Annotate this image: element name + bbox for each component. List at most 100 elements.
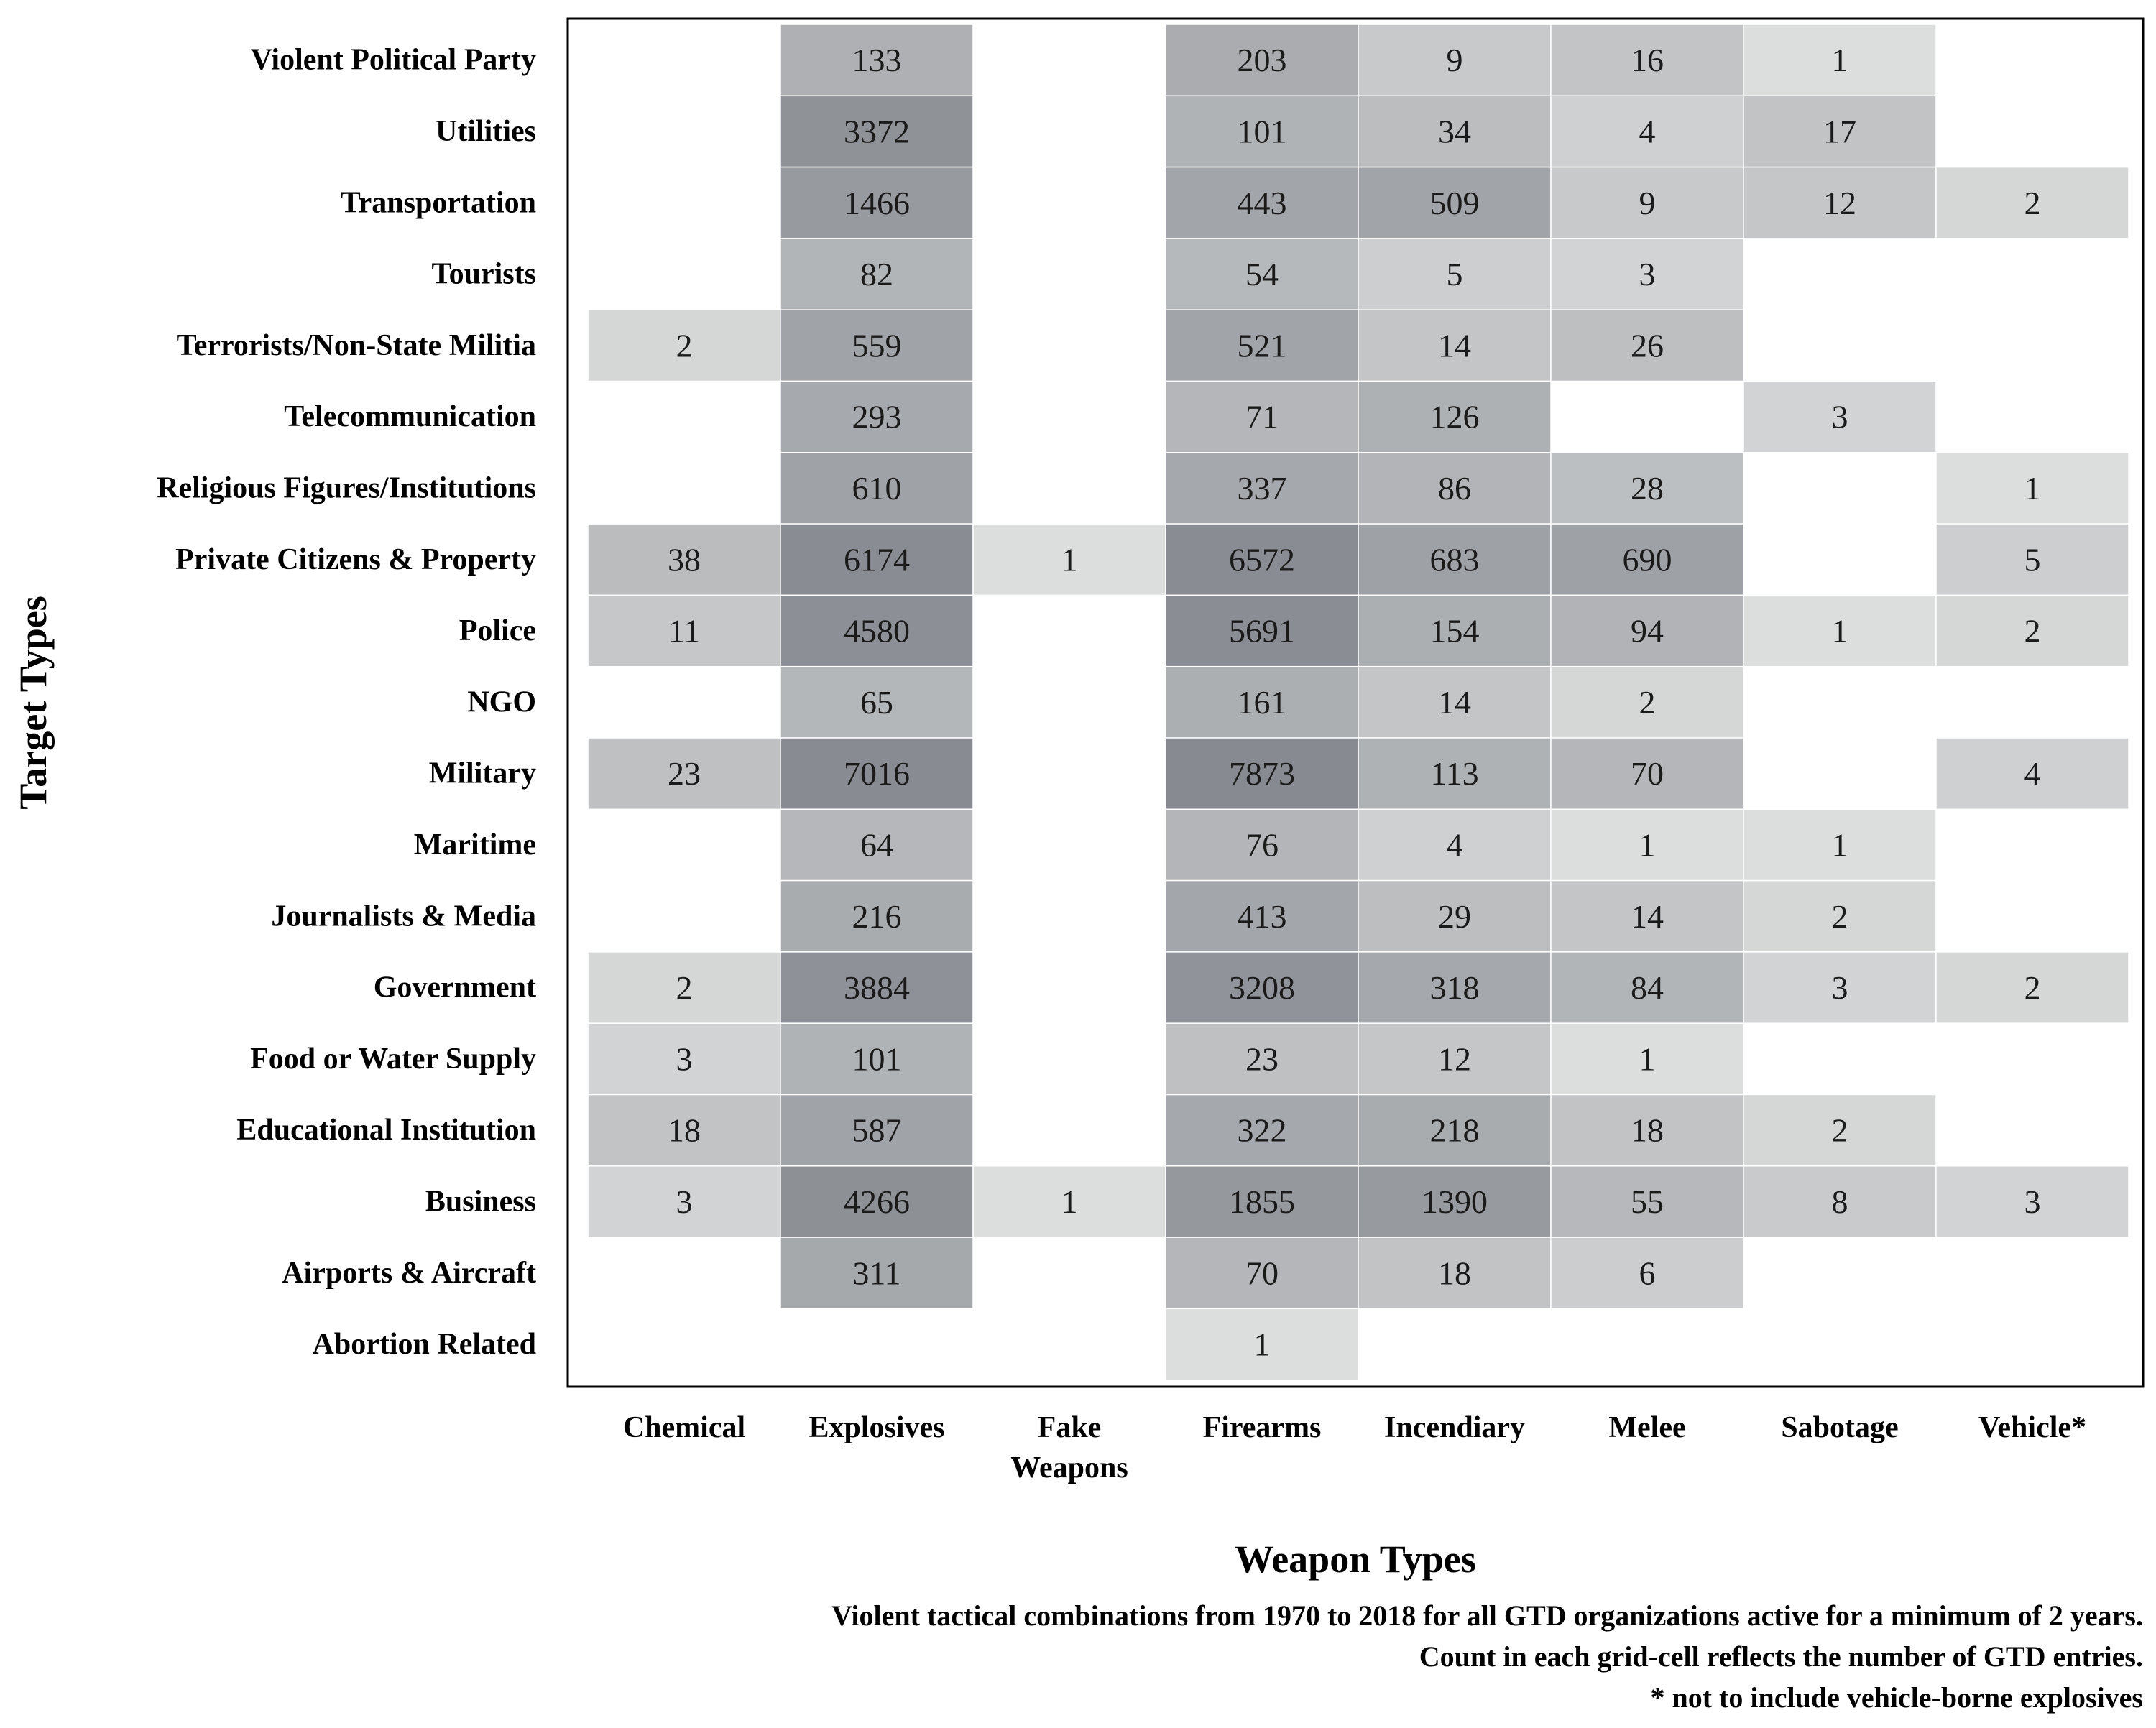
heatmap-cell	[780, 665, 974, 739]
cell-value-label: 322	[1238, 1112, 1287, 1149]
cell-value-label: 5	[2024, 541, 2041, 578]
heatmap-cell	[1550, 452, 1744, 525]
column-tick-label: Explosives	[808, 1411, 944, 1444]
heatmap-cell	[1358, 951, 1552, 1024]
heatmap-cell	[1165, 1308, 1359, 1381]
cell-value-label: 1390	[1422, 1183, 1488, 1220]
heatmap-cell	[1165, 166, 1359, 239]
caption: Violent tactical combinations from 1970 …	[831, 1599, 2143, 1714]
cell-value-label: 1	[1061, 1183, 1078, 1220]
heatmap-cell	[780, 95, 974, 168]
cell-value-label: 7873	[1229, 755, 1295, 792]
cell-value-label: 154	[1430, 613, 1480, 650]
cell-value-label: 1	[1254, 1326, 1271, 1363]
heatmap-cell	[1358, 594, 1552, 667]
cell-value-label: 1466	[844, 185, 910, 221]
heatmap-cell	[587, 523, 781, 596]
cell-value-label: 86	[1438, 470, 1471, 507]
row-tick-label: Transportation	[341, 186, 536, 219]
row-tick-label: Private Citizens & Property	[175, 543, 536, 576]
heatmap-cell	[780, 238, 974, 310]
cell-value-label: 18	[1438, 1255, 1471, 1291]
heatmap-cell	[1935, 594, 2129, 667]
heatmap-cell	[780, 523, 974, 596]
column-tick-label: Incendiary	[1384, 1411, 1525, 1444]
cell-value-label: 4266	[844, 1183, 910, 1220]
cell-value-label: 2	[676, 327, 693, 364]
heatmap-cell	[1743, 594, 1937, 667]
heatmap-cell	[780, 452, 974, 525]
cell-value-label: 3	[1832, 399, 1848, 435]
cell-value-label: 1	[1061, 541, 1078, 578]
cell-value-label: 101	[852, 1040, 902, 1077]
cell-value-label: 38	[668, 541, 701, 578]
cell-value-label: 2	[2024, 185, 2041, 221]
y-axis-title: Target Types	[11, 596, 55, 810]
cell-value-label: 82	[860, 256, 893, 292]
heatmap-cell	[1358, 1237, 1552, 1310]
cell-value-label: 1855	[1229, 1183, 1295, 1220]
cell-value-label: 1	[1832, 826, 1848, 863]
cell-value-label: 18	[668, 1112, 701, 1149]
cell-value-label: 2	[2024, 613, 2041, 650]
cell-value-label: 3208	[1229, 969, 1295, 1006]
heatmap-cell	[1358, 1094, 1552, 1167]
cell-value-label: 5691	[1229, 613, 1295, 650]
heatmap-cell	[1358, 879, 1552, 953]
cell-value-label: 133	[852, 42, 902, 78]
cell-value-label: 4580	[844, 613, 910, 650]
plot-frame	[566, 17, 2145, 1388]
row-tick-label: Violent Political Party	[251, 44, 536, 77]
row-tick-label: Educational Institution	[236, 1114, 536, 1147]
heatmap-cell	[1358, 166, 1552, 239]
heatmap-cell	[780, 1022, 974, 1096]
column-tick-label: Weapons	[1010, 1451, 1128, 1484]
cell-value-label: 18	[1631, 1112, 1664, 1149]
row-tick-label: Military	[429, 757, 536, 790]
heatmap-cell	[1165, 309, 1359, 382]
heatmap-cell	[1358, 737, 1552, 810]
heatmap-cell	[1358, 95, 1552, 168]
row-tick-label: NGO	[467, 685, 536, 719]
cell-value-label: 3372	[844, 113, 910, 149]
heatmap-cell	[587, 594, 781, 667]
cell-value-label: 55	[1631, 1183, 1664, 1220]
heatmap-cell	[1165, 1237, 1359, 1310]
heatmap-cell	[587, 951, 781, 1024]
heatmap-cell	[780, 166, 974, 239]
cell-value-label: 23	[668, 755, 701, 792]
cell-value-label: 2	[676, 969, 693, 1006]
cell-value-label: 23	[1245, 1040, 1279, 1077]
heatmap-cell	[1165, 24, 1359, 97]
cell-value-label: 126	[1430, 399, 1480, 435]
heatmap-cell	[780, 1094, 974, 1167]
cell-value-label: 293	[852, 399, 902, 435]
cell-value-label: 610	[852, 470, 902, 507]
heatmap-cell	[1358, 24, 1552, 97]
cell-value-label: 521	[1238, 327, 1287, 364]
cell-value-label: 28	[1631, 470, 1664, 507]
cell-value-label: 509	[1430, 185, 1480, 221]
heatmap-cell	[1358, 808, 1552, 882]
cell-value-label: 94	[1631, 613, 1664, 650]
heatmap-cell	[1165, 238, 1359, 310]
cell-value-label: 311	[852, 1255, 900, 1291]
cell-value-label: 1	[1832, 42, 1848, 78]
cell-value-label: 2	[1832, 898, 1848, 935]
cell-value-label: 2	[1639, 684, 1656, 721]
cell-value-label: 3	[1832, 969, 1848, 1006]
cell-value-label: 218	[1430, 1112, 1480, 1149]
cell-value-label: 16	[1631, 42, 1664, 78]
cell-value-label: 8	[1832, 1183, 1848, 1220]
cell-value-label: 14	[1438, 327, 1471, 364]
heatmap-cell	[1935, 951, 2129, 1024]
cell-value-label: 161	[1238, 684, 1287, 721]
x-axis-title: Weapon Types	[1235, 1538, 1476, 1581]
heatmap-cell	[1743, 879, 1937, 953]
heatmap-cell	[1550, 309, 1744, 382]
heatmap-cell	[587, 1094, 781, 1167]
row-tick-label: Telecommunication	[284, 400, 536, 433]
heatmap-cell	[1550, 24, 1744, 97]
cell-value-label: 71	[1245, 399, 1279, 435]
cell-value-label: 3	[676, 1040, 693, 1077]
